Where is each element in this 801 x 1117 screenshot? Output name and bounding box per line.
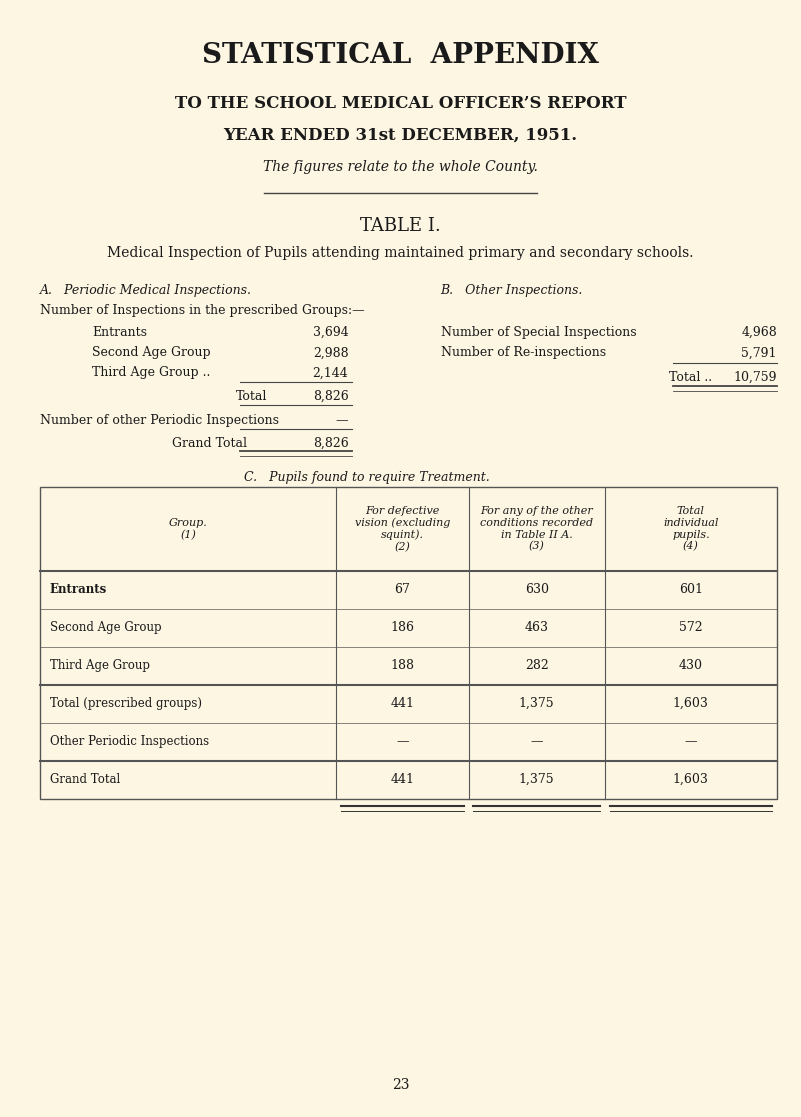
Text: Total: Total [236,390,268,403]
Text: 630: 630 [525,583,549,596]
Text: Number of Special Inspections: Number of Special Inspections [441,326,636,340]
Text: 23: 23 [392,1078,409,1092]
Text: Group.
(1): Group. (1) [169,518,207,540]
Text: 3,694: 3,694 [312,326,348,340]
Text: Total ..: Total .. [669,371,712,384]
Text: The figures relate to the whole County.: The figures relate to the whole County. [263,160,538,174]
Text: 1,375: 1,375 [519,773,554,786]
Text: Total
individual
pupils.
(4): Total individual pupils. (4) [663,506,718,552]
Text: —: — [336,414,348,428]
Text: For any of the other
conditions recorded
in Table II A.
(3): For any of the other conditions recorded… [480,506,594,552]
Text: Entrants: Entrants [92,326,147,340]
Text: —: — [396,735,409,748]
Text: Number of other Periodic Inspections: Number of other Periodic Inspections [40,414,279,428]
Text: Grand Total: Grand Total [172,437,248,450]
Text: 463: 463 [525,621,549,634]
Text: 5,791: 5,791 [742,346,777,360]
Text: —: — [530,735,543,748]
Text: Total (prescribed groups): Total (prescribed groups) [50,697,202,710]
Text: 8,826: 8,826 [312,437,348,450]
Text: Third Age Group: Third Age Group [50,659,150,672]
Text: For defective
vision (excluding
squint).
(2): For defective vision (excluding squint).… [355,506,450,552]
Text: TABLE I.: TABLE I. [360,217,441,235]
Text: 188: 188 [391,659,414,672]
Text: Third Age Group ..: Third Age Group .. [92,366,211,380]
Text: 1,603: 1,603 [673,697,709,710]
Text: 8,826: 8,826 [312,390,348,403]
Text: YEAR ENDED 31st DECEMBER, 1951.: YEAR ENDED 31st DECEMBER, 1951. [223,126,578,143]
Text: 430: 430 [679,659,702,672]
Text: 67: 67 [395,583,410,596]
Text: B.   Other Inspections.: B. Other Inspections. [441,284,583,297]
Text: 10,759: 10,759 [734,371,777,384]
Text: Second Age Group: Second Age Group [50,621,161,634]
Text: A.   Periodic Medical Inspections.: A. Periodic Medical Inspections. [40,284,252,297]
Text: Number of Inspections in the prescribed Groups:—: Number of Inspections in the prescribed … [40,304,364,317]
Text: 441: 441 [391,773,414,786]
Bar [40,487,777,799]
Text: 282: 282 [525,659,549,672]
Text: 1,603: 1,603 [673,773,709,786]
Text: Medical Inspection of Pupils attending maintained primary and secondary schools.: Medical Inspection of Pupils attending m… [107,246,694,260]
Text: 1,375: 1,375 [519,697,554,710]
Text: Entrants: Entrants [50,583,107,596]
Text: Other Periodic Inspections: Other Periodic Inspections [50,735,209,748]
Text: C.   Pupils found to require Treatment.: C. Pupils found to require Treatment. [244,471,490,485]
Text: 601: 601 [679,583,702,596]
Text: 2,988: 2,988 [313,346,348,360]
Text: Grand Total: Grand Total [50,773,120,786]
Text: STATISTICAL  APPENDIX: STATISTICAL APPENDIX [202,42,599,69]
Text: 186: 186 [391,621,414,634]
Text: 441: 441 [391,697,414,710]
Text: 572: 572 [679,621,702,634]
Text: 2,144: 2,144 [312,366,348,380]
Text: 4,968: 4,968 [741,326,777,340]
Text: Second Age Group: Second Age Group [92,346,211,360]
Text: Number of Re-inspections: Number of Re-inspections [441,346,606,360]
Text: —: — [685,735,697,748]
Text: TO THE SCHOOL MEDICAL OFFICER’S REPORT: TO THE SCHOOL MEDICAL OFFICER’S REPORT [175,95,626,112]
